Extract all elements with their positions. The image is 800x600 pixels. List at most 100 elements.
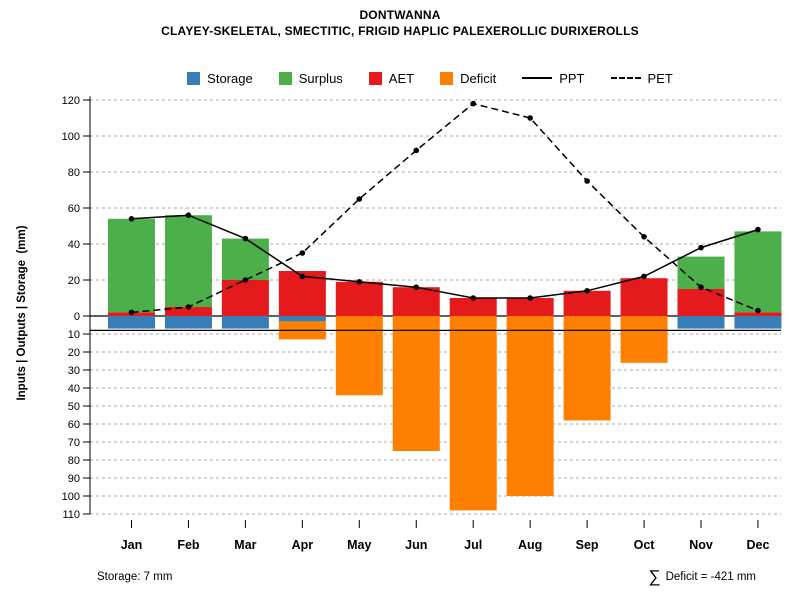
ppt-point-oct <box>641 273 647 280</box>
bar-deficit-oct <box>620 316 668 363</box>
legend-item-deficit: Deficit <box>440 71 496 86</box>
x-label-jan: Jan <box>121 538 143 552</box>
bar-deficit-jul <box>449 316 497 511</box>
pet-point-sep <box>584 178 590 184</box>
bar-aet-dec <box>734 312 782 316</box>
x-label-feb: Feb <box>177 538 200 552</box>
legend-item-storage: Storage <box>187 71 253 86</box>
bar-aet-oct <box>620 278 668 316</box>
x-label-nov: Nov <box>689 538 713 552</box>
y-tick-label-10: 10 <box>68 329 80 341</box>
ppt-point-jun <box>413 284 420 291</box>
legend-label-deficit: Deficit <box>460 70 497 86</box>
bar-storage-apr <box>278 316 326 322</box>
bar-deficit-jun <box>392 316 440 451</box>
chart-subtitle: CLAYEY-SKELETAL, SMECTITIC, FRIGID HAPLI… <box>161 24 639 38</box>
ppt-point-jan <box>128 216 135 222</box>
pet-point-nov <box>698 284 704 291</box>
pet-point-feb <box>185 304 192 310</box>
ppt-point-dec <box>755 226 761 233</box>
x-label-mar: Mar <box>234 538 256 552</box>
legend-item-surplus: Surplus <box>278 70 343 86</box>
ppt-point-jul <box>470 295 477 301</box>
sum-symbol: ∑ <box>648 567 661 586</box>
bar-aet-sep <box>563 290 611 316</box>
aet-swatch <box>368 71 382 85</box>
x-label-oct: Oct <box>634 538 656 552</box>
ppt-point-aug <box>527 295 533 301</box>
legend-label-surplus: Surplus <box>298 70 343 86</box>
deficit-total-text: Deficit = -421 mm <box>665 570 756 583</box>
pet-point-may <box>356 196 363 202</box>
pet-point-jun <box>413 147 420 154</box>
storage-note: Storage: 7 mm <box>97 571 173 583</box>
legend-label-aet: AET <box>388 70 415 86</box>
pet-point-oct <box>641 234 647 240</box>
y-tick-label-100: 100 <box>62 131 80 143</box>
y-tick-label-50: 50 <box>68 401 80 413</box>
legend-label-pet: PET <box>647 70 673 86</box>
y-tick-label-60: 60 <box>68 203 80 215</box>
bar-storage-nov <box>677 316 725 329</box>
y-tick-label-80: 80 <box>68 455 80 467</box>
y-tick-label-100: 100 <box>62 491 80 503</box>
pet-point-jan <box>128 309 135 316</box>
pet-point-aug <box>527 115 533 121</box>
bar-aet-jun <box>392 287 440 316</box>
ppt-point-may <box>356 279 363 285</box>
y-tick-label-20: 20 <box>68 275 80 287</box>
bar-aet-mar <box>221 280 269 316</box>
bar-storage-feb <box>164 316 212 329</box>
legend-item-ppt: PPT <box>522 70 585 86</box>
chart-title: DONTWANNA <box>359 8 441 22</box>
bar-surplus-feb <box>164 215 212 307</box>
bar-surplus-dec <box>734 231 782 313</box>
bar-deficit-sep <box>563 316 611 421</box>
y-tick-label-40: 40 <box>68 239 80 251</box>
ppt-point-sep <box>584 288 590 294</box>
pet-point-dec <box>755 307 761 314</box>
surplus-swatch <box>278 71 292 85</box>
legend-label-ppt: PPT <box>559 70 585 86</box>
bar-storage-mar <box>221 316 269 329</box>
ppt-point-feb <box>185 212 192 218</box>
x-label-may: May <box>347 538 371 552</box>
deficit-swatch <box>440 71 454 85</box>
pet-line-sample <box>610 77 641 79</box>
bar-surplus-mar <box>221 238 269 280</box>
y-tick-label-0: 0 <box>74 311 80 323</box>
x-label-apr: Apr <box>292 538 314 552</box>
y-tick-label-90: 90 <box>68 473 80 485</box>
x-label-dec: Dec <box>746 538 769 552</box>
pet-point-mar <box>242 277 249 283</box>
bar-aet-feb <box>164 307 212 316</box>
chart-legend: Storage Surplus AET Deficit PPT PET <box>90 69 770 87</box>
bar-surplus-jan <box>108 218 155 313</box>
ppt-line <box>131 214 759 299</box>
y-tick-label-20: 20 <box>68 347 80 359</box>
deficit-total-note: ∑ Deficit = -421 mm <box>648 568 756 585</box>
pet-point-jul <box>470 100 477 107</box>
bar-deficit-may <box>335 316 383 396</box>
pet-point-apr <box>299 250 306 256</box>
bar-storage-dec <box>734 316 782 329</box>
y-tick-label-120: 120 <box>62 95 80 107</box>
bar-aet-jul <box>449 298 497 316</box>
x-label-jun: Jun <box>405 538 427 552</box>
y-tick-label-70: 70 <box>68 437 80 449</box>
ppt-point-apr <box>299 273 306 280</box>
bar-aet-nov <box>677 289 725 316</box>
y-tick-label-60: 60 <box>68 419 80 431</box>
bar-aet-aug <box>506 298 554 316</box>
ppt-point-nov <box>698 244 704 251</box>
y-tick-label-110: 110 <box>62 509 80 521</box>
ppt-point-mar <box>242 235 249 242</box>
bar-aet-may <box>335 281 383 316</box>
legend-item-pet: PET <box>610 70 673 86</box>
bar-deficit-aug <box>506 316 554 496</box>
legend-item-aet: AET <box>368 70 415 86</box>
x-label-jul: Jul <box>464 538 482 552</box>
x-label-sep: Sep <box>576 538 599 552</box>
